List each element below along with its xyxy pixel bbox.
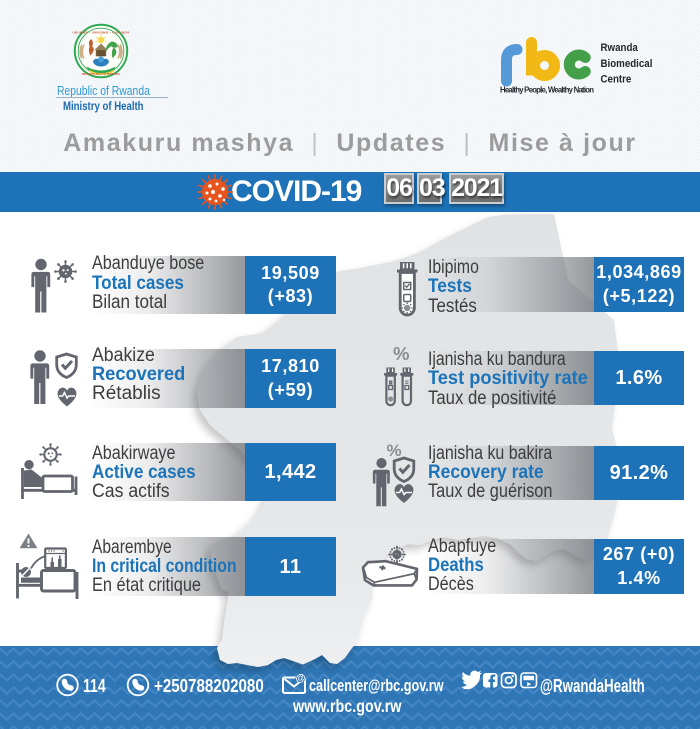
svg-text:REPUBULIKA Y'U RWANDA: REPUBULIKA Y'U RWANDA bbox=[82, 72, 121, 76]
svg-text:%: % bbox=[387, 441, 402, 460]
svg-text:UBUMWE • UMURIMO • GUKUNDA: UBUMWE • UMURIMO • GUKUNDA bbox=[72, 31, 130, 35]
svg-text:%: % bbox=[393, 343, 409, 364]
svg-text:@: @ bbox=[296, 673, 306, 684]
svg-text:Biomedical: Biomedical bbox=[601, 58, 653, 70]
svg-text:Centre: Centre bbox=[601, 74, 632, 86]
svg-text:Healthy People, Wealthy Nation: Healthy People, Wealthy Nation bbox=[500, 86, 594, 95]
svg-text:Rwanda: Rwanda bbox=[601, 43, 638, 55]
